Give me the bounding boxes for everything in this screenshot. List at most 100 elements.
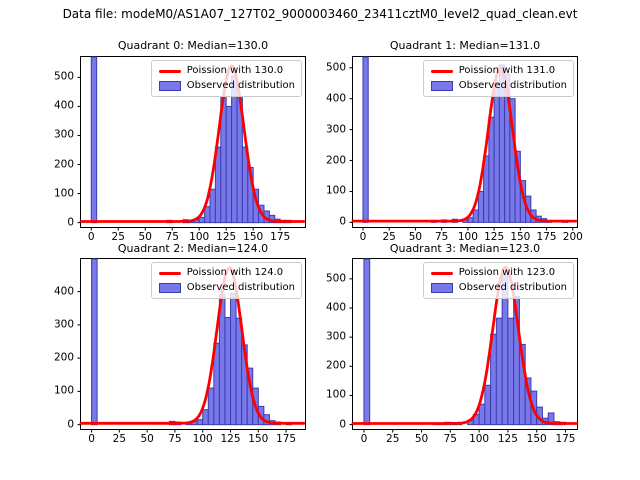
histogram-bar <box>198 216 206 224</box>
x-tick-label: 175 <box>276 433 297 445</box>
x-tick-label: 50 <box>408 231 423 243</box>
legend-entry-poisson: Poission with 131.0 <box>430 65 567 77</box>
x-tick-label: 150 <box>510 231 531 243</box>
x-tick-label: 100 <box>189 231 210 243</box>
legend-entry-observed: Observed distribution <box>158 80 295 92</box>
poisson-fit-curve <box>351 265 579 425</box>
legend-label-poisson: Poission with 131.0 <box>458 65 556 76</box>
y-tick-label: 300 <box>53 128 74 141</box>
y-tick-label: 400 <box>53 285 74 298</box>
x-tick-label: 0 <box>87 231 95 243</box>
x-tick-label: 50 <box>140 433 154 445</box>
x-tick-label: 50 <box>138 231 152 243</box>
x-tick-label: 0 <box>88 433 95 445</box>
poisson-fit-curve <box>79 266 306 425</box>
histogram-plot <box>77 56 306 231</box>
legend-entry-observed: Observed distribution <box>430 80 567 92</box>
x-tick-label: 75 <box>168 433 182 445</box>
legend-entry-observed: Observed distribution <box>158 282 295 294</box>
x-tick-label: 150 <box>248 433 269 445</box>
figure-suptitle: Data file: modeM0/AS1A07_127T02_90000034… <box>62 7 578 21</box>
axes-quadrant-3: Poission with 123.0 Observed distributio… <box>326 258 579 445</box>
blue-patch-swatch-icon <box>158 283 181 293</box>
x-tick-label: 0 <box>359 231 367 243</box>
legend-quadrant-2: Poission with 124.0 Observed distributio… <box>150 262 302 299</box>
histogram-bar <box>488 116 495 223</box>
y-tick-label: 400 <box>53 99 74 112</box>
x-tick-label: 125 <box>484 231 505 243</box>
x-tick-label: 25 <box>111 231 125 243</box>
histogram-bar <box>478 403 486 426</box>
histogram-bar <box>495 317 503 426</box>
histogram-bar <box>196 419 204 426</box>
histogram-plot <box>77 258 306 433</box>
y-tick-label: 500 <box>325 61 346 74</box>
legend-label-poisson: Poission with 130.0 <box>186 65 284 76</box>
histogram-plot <box>349 258 579 433</box>
x-tick-label: 150 <box>243 231 264 243</box>
y-tick-label: 500 <box>53 70 74 83</box>
subplot-title-quadrant-2: Quadrant 2: Median=124.0 <box>117 242 269 255</box>
y-tick-label: 300 <box>325 330 346 343</box>
histogram-bar <box>207 387 215 426</box>
x-tick-label: 25 <box>382 231 396 243</box>
y-tick-label: 300 <box>53 318 74 331</box>
x-tick-label: 125 <box>220 433 241 445</box>
histogram-bar <box>472 209 479 223</box>
legend-label-observed: Observed distribution <box>458 282 567 293</box>
legend-entry-poisson: Poission with 123.0 <box>430 267 567 279</box>
y-tick-label: 100 <box>325 388 346 401</box>
x-tick-label: 25 <box>386 433 400 445</box>
y-tick-label: 0 <box>339 215 346 228</box>
legend-quadrant-0: Poission with 130.0 Observed distributio… <box>150 60 302 97</box>
y-tick-label: 100 <box>53 384 74 397</box>
poisson-fit-curve <box>79 64 306 223</box>
y-tick-label: 200 <box>325 154 346 167</box>
blue-patch-swatch-icon <box>158 81 181 91</box>
axes-quadrant-1: Poission with 131.0 Observed distributio… <box>326 56 583 243</box>
legend-label-poisson: Poission with 123.0 <box>458 267 556 278</box>
legend-quadrant-1: Poission with 131.0 Observed distributio… <box>422 60 574 97</box>
y-tick-label: 400 <box>325 301 346 314</box>
histogram-bar <box>363 258 371 426</box>
x-tick-label: 175 <box>555 433 576 445</box>
histogram-bar <box>235 317 243 426</box>
y-tick-label: 500 <box>325 272 346 285</box>
histogram-bar <box>484 384 492 426</box>
x-tick-label: 75 <box>165 231 179 243</box>
subplot-title-quadrant-0: Quadrant 0: Median=130.0 <box>117 39 269 52</box>
y-tick-label: 200 <box>53 351 74 364</box>
red-line-swatch-icon <box>430 69 453 73</box>
histogram-bar <box>91 258 98 426</box>
histogram-bar <box>547 412 555 426</box>
blue-patch-swatch-icon <box>430 81 453 91</box>
histogram-bar <box>209 188 216 224</box>
histogram-bar <box>230 292 237 426</box>
red-line-swatch-icon <box>430 271 453 275</box>
legend-entry-poisson: Poission with 130.0 <box>158 65 295 77</box>
subplot-title-quadrant-3: Quadrant 3: Median=123.0 <box>389 242 541 255</box>
histogram-plot <box>349 56 578 231</box>
x-tick-label: 75 <box>443 433 457 445</box>
axes-quadrant-0: Poission with 130.0 Observed distributio… <box>54 56 306 243</box>
blue-patch-swatch-icon <box>430 283 453 293</box>
y-tick-label: 400 <box>325 92 346 105</box>
y-tick-label: 0 <box>67 418 74 431</box>
histogram-bar <box>493 82 500 223</box>
histogram-bar <box>225 105 233 224</box>
poisson-fit-curve <box>351 66 578 223</box>
histogram-bar <box>90 56 98 224</box>
red-line-swatch-icon <box>158 69 181 73</box>
red-line-swatch-icon <box>158 271 181 275</box>
x-tick-label: 200 <box>562 231 583 243</box>
legend-label-observed: Observed distribution <box>186 282 295 293</box>
x-tick-label: 100 <box>192 433 213 445</box>
x-tick-label: 0 <box>360 433 368 445</box>
x-tick-label: 125 <box>216 231 237 243</box>
x-tick-label: 100 <box>457 231 478 243</box>
histogram-bar <box>362 56 369 223</box>
histogram-bar <box>507 317 515 426</box>
legend-label-observed: Observed distribution <box>458 80 567 91</box>
legend-entry-observed: Observed distribution <box>430 282 567 294</box>
